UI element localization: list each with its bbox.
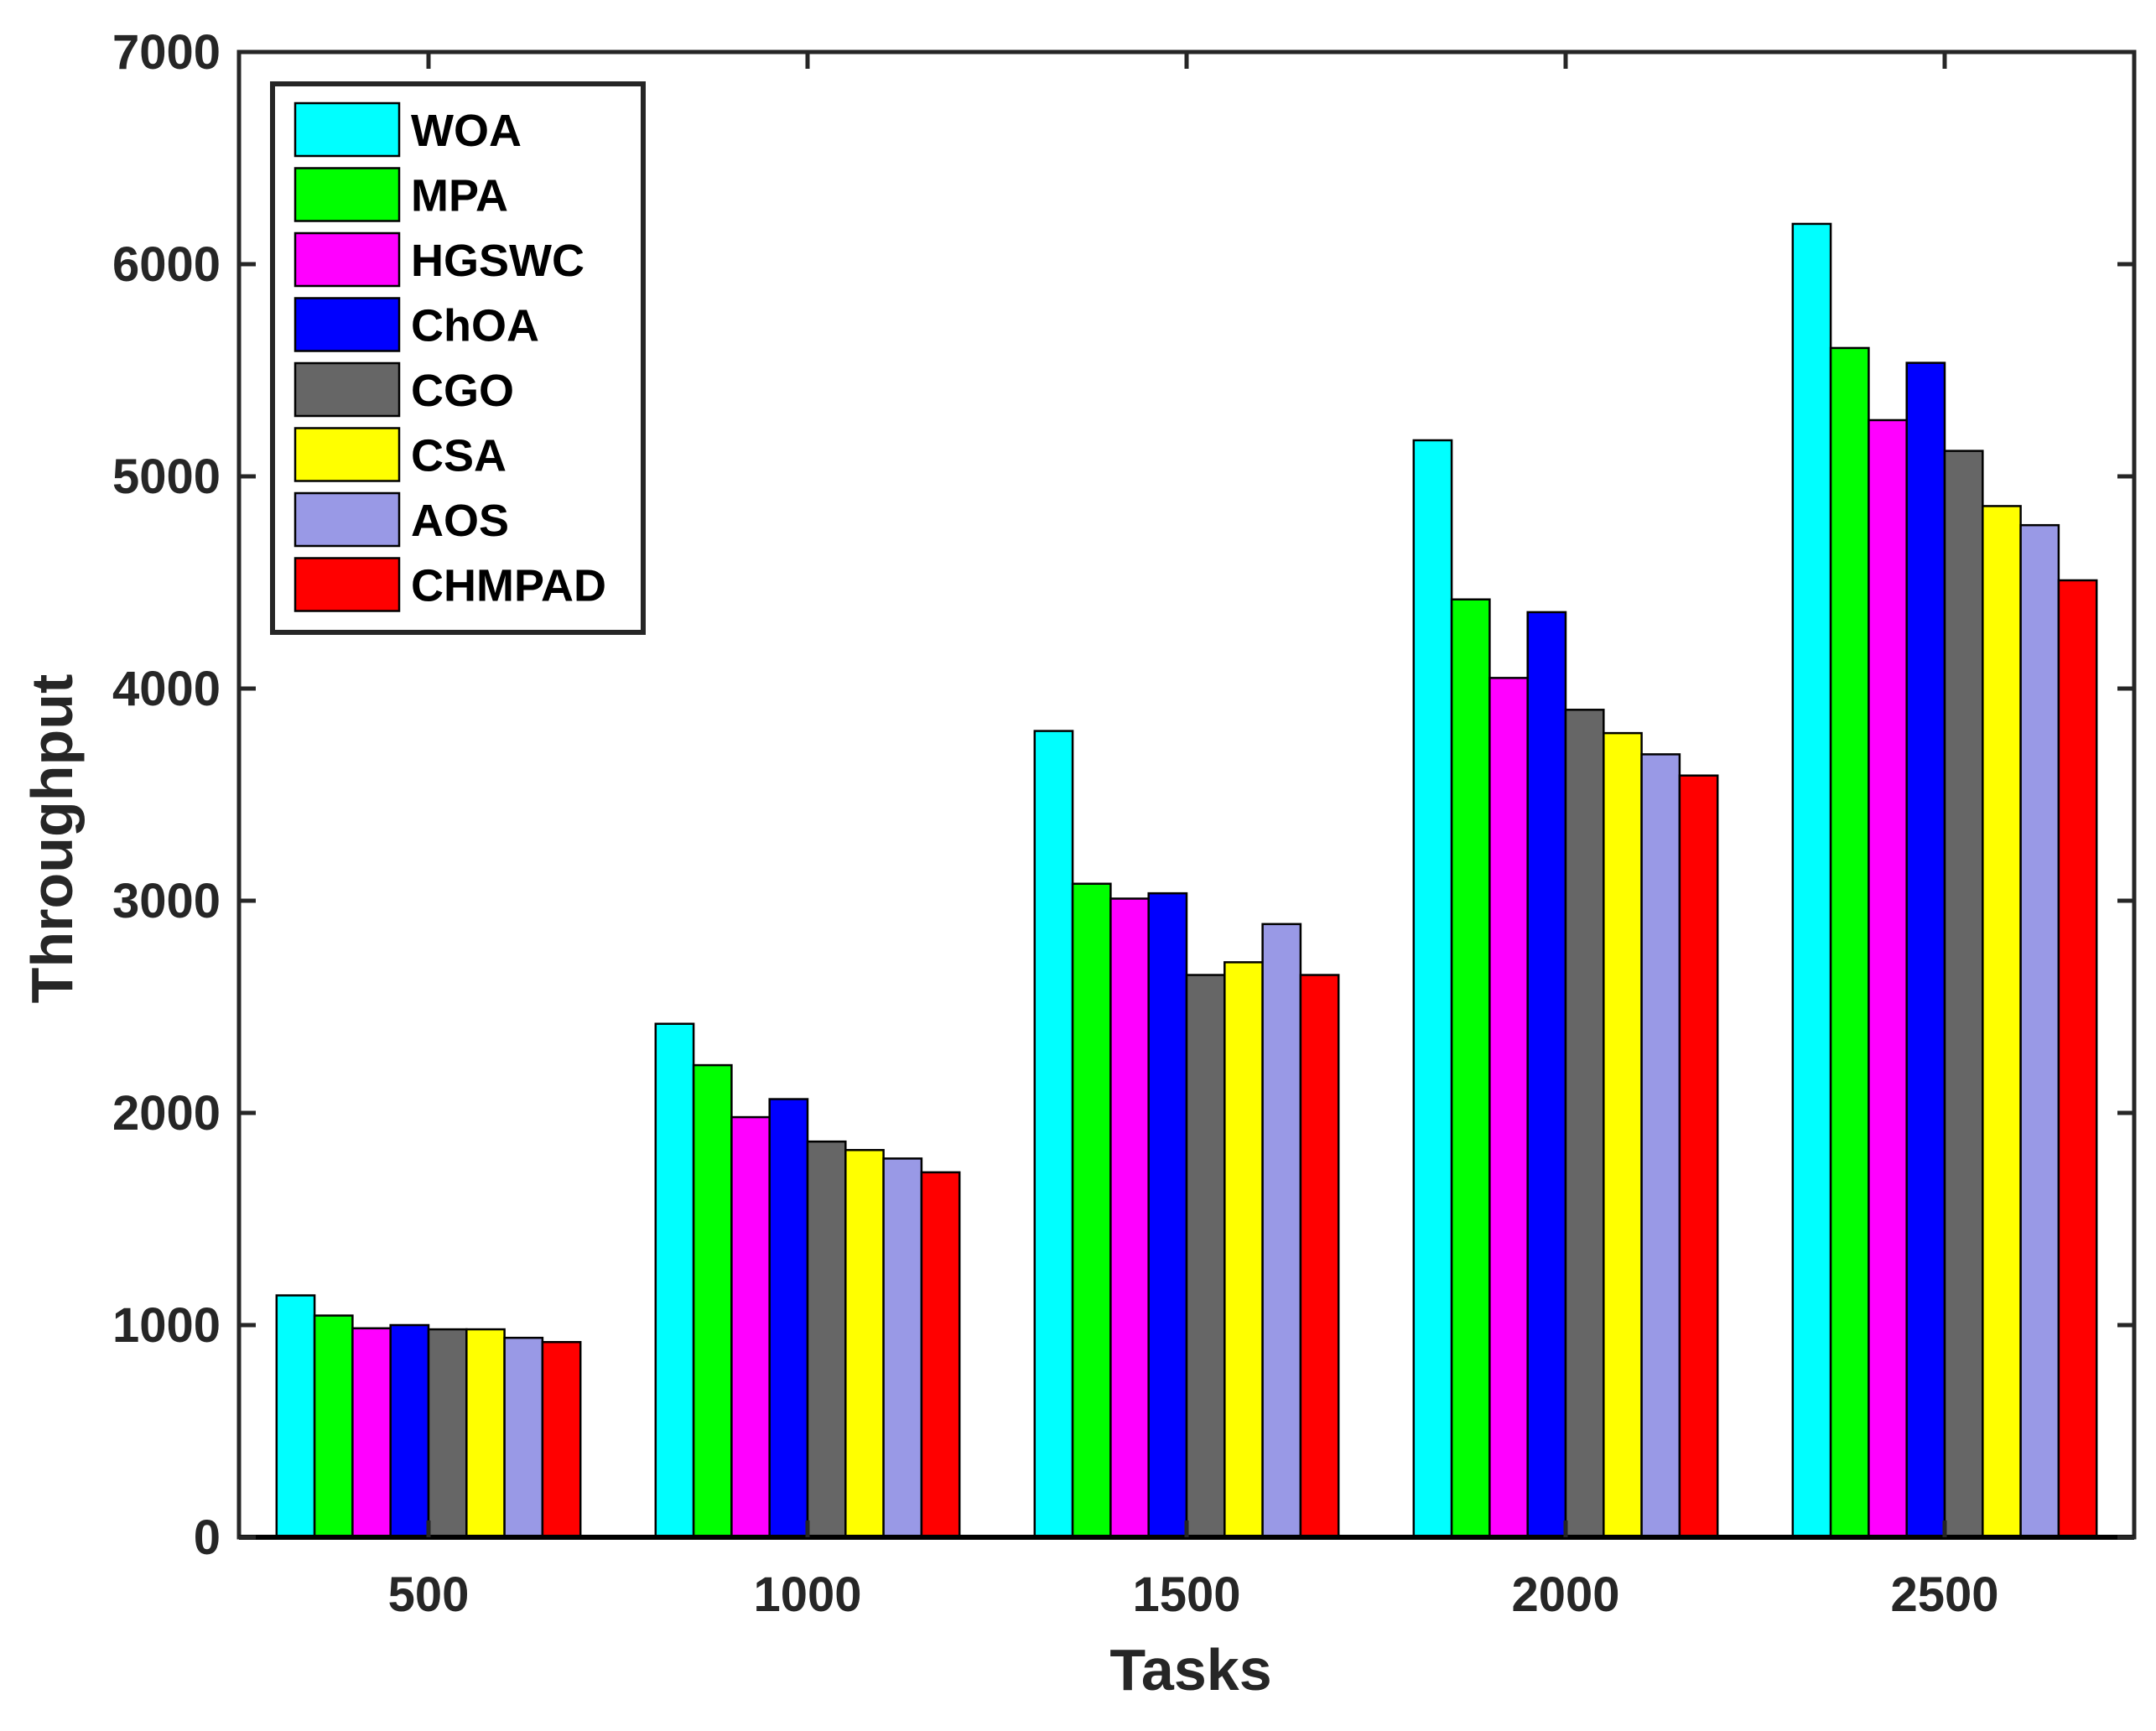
bar-aos-1500 [1261,923,1302,1539]
bar-woa-2000 [1412,439,1453,1539]
x-tick-label-500: 500 [388,1567,470,1622]
y-tick-label-3000: 3000 [112,874,221,928]
bar-woa-500 [275,1294,316,1539]
bar-hgswc-1500 [1109,897,1150,1539]
bar-choa-1500 [1147,891,1188,1539]
legend-swatch-hgswc [294,231,401,288]
bar-cgo-2500 [1943,450,1984,1539]
bar-csa-2000 [1603,731,1643,1539]
bar-choa-1000 [768,1098,809,1539]
bar-chmpad-2500 [2057,579,2098,1539]
y-tick-label-7000: 7000 [112,25,221,80]
axes-layer: 0 1000 2000 3000 4000 5000 6000 7000 500 1000 1500… [112,25,2137,1622]
bar-mpa-1500 [1071,882,1112,1539]
bar-csa-1500 [1223,961,1264,1539]
bar-aos-500 [503,1336,544,1539]
bar-aos-1000 [882,1157,923,1539]
bar-cgo-500 [427,1328,468,1539]
x-tick-label-2500: 2500 [1890,1567,1998,1622]
x-tick-label-2000: 2000 [1511,1567,1619,1622]
bar-csa-1000 [844,1149,885,1539]
bar-mpa-500 [313,1314,354,1539]
y-tick-label-4000: 4000 [112,662,221,716]
x-tick-label-1500: 1500 [1132,1567,1240,1622]
y-tick-label-6000: 6000 [112,237,221,292]
bar-choa-500 [389,1323,430,1539]
bar-csa-2500 [1982,505,2022,1539]
y-tick-label-2000: 2000 [112,1086,221,1141]
bar-choa-2500 [1905,361,1946,1539]
y-tick-label-1000: 1000 [112,1298,221,1353]
legend-swatch-aos [294,491,401,548]
legend-swatch-mpa [294,167,401,222]
bar-mpa-2500 [1829,346,1870,1539]
bar-hgswc-2500 [1868,418,1908,1539]
bar-cgo-1500 [1185,974,1226,1539]
legend-swatch-choa [294,297,401,352]
legend-label-choa: ChOA [411,301,539,351]
bar-chmpad-1500 [1299,974,1340,1539]
bar-chmpad-500 [541,1340,582,1539]
legend-label-chmpad: CHMPAD [411,561,606,611]
legend-label-hgswc: HGSWC [411,236,584,286]
legend-label-cgo: CGO [411,366,514,416]
y-axis-title: Throughput [19,674,85,1004]
legend-swatch-woa [294,101,401,158]
y-tick-label-0: 0 [194,1510,221,1565]
x-axis-title: Tasks [1109,1637,1271,1702]
bar-hgswc-1000 [730,1115,771,1539]
bar-csa-500 [465,1328,506,1539]
bar-choa-2000 [1526,611,1567,1539]
legend-label-mpa: MPA [411,171,508,221]
bar-hgswc-2000 [1488,677,1529,1539]
legend-frame [270,81,646,635]
bar-chmpad-2000 [1678,774,1719,1539]
bar-woa-1000 [654,1022,695,1539]
bar-mpa-2000 [1450,598,1491,1539]
legend-label-aos: AOS [411,496,509,546]
bar-aos-2000 [1640,753,1681,1539]
y-tick-label-5000: 5000 [112,450,221,504]
bar-mpa-1000 [692,1063,733,1539]
bars-layer [275,222,2098,1539]
legend-swatch-csa [294,427,401,482]
legend-label-woa: WOA [411,106,522,156]
legend-label-csa: CSA [411,431,507,481]
bar-cgo-1000 [806,1140,847,1539]
bar-hgswc-500 [351,1327,392,1539]
legend-swatch-chmpad [294,557,401,612]
bar-woa-1500 [1033,730,1074,1539]
legend-swatch-cgo [294,361,401,418]
bar-cgo-2000 [1564,709,1605,1539]
bar-chmpad-1000 [920,1171,961,1539]
bar-aos-2500 [2019,523,2060,1539]
bar-woa-2500 [1791,222,1832,1539]
legend: WOA MPA HGSWC ChOA CGO CSA AOS CHMPAD [270,81,646,635]
x-tick-label-1000: 1000 [753,1567,861,1622]
